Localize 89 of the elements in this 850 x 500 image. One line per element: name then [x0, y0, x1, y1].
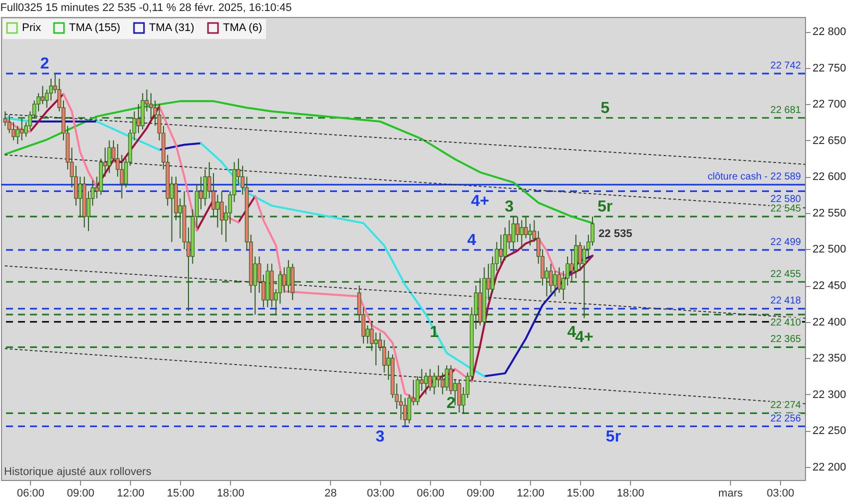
ref-line-label: 22 274: [770, 400, 802, 412]
y-tick-label: 22 500: [812, 244, 846, 256]
candlestick: [548, 263, 553, 294]
candlestick: [136, 104, 140, 134]
legend-label: TMA (155): [69, 22, 120, 34]
legend-label: TMA (6): [223, 22, 262, 34]
ref-line-label: 22 418: [770, 296, 802, 307]
y-tick-label: 22 550: [812, 207, 846, 220]
annotation: 2: [446, 395, 456, 412]
y-tick-label: 22 600: [812, 171, 846, 184]
annotation: 5r: [606, 428, 621, 446]
y-tick-label: 22 800: [812, 26, 846, 38]
candlestick: [444, 364, 449, 392]
annotation: 2: [40, 56, 50, 73]
candlestick: [498, 234, 503, 264]
candlestick: [528, 223, 532, 246]
y-tick-label: 22 750: [812, 62, 846, 74]
chart-title: Full0325 15 minutes 22 535 -0,11 % 28 févr. 2025, 16:10:45: [0, 2, 292, 14]
candlestick: [370, 321, 374, 352]
x-tick-label: 09:00: [466, 488, 494, 500]
candlestick: [40, 85, 45, 105]
x-tick-label: 28: [324, 488, 337, 500]
annotation: Historique ajusté aux rollovers: [4, 466, 152, 478]
ref-line-label: clôture cash - 22 589: [708, 172, 802, 183]
candlestick: [20, 118, 24, 141]
ref-line-label: 22 365: [770, 334, 802, 346]
annotation: 4: [567, 324, 576, 341]
candlestick: [44, 89, 49, 108]
x-tick-label: 12:00: [516, 488, 544, 500]
candlestick: [374, 332, 378, 366]
candlestick: [520, 220, 524, 250]
annotation: 5r: [597, 198, 613, 216]
candlestick: [570, 248, 574, 282]
candlestick: [457, 379, 462, 414]
candlestick: [582, 245, 586, 319]
candlestick: [3, 110, 8, 126]
x-tick-label: 15:00: [566, 488, 594, 500]
candlestick: [282, 266, 286, 294]
annotation: 4+: [470, 193, 490, 210]
ref-line-label: 22 545: [770, 204, 802, 215]
candlestick: [203, 168, 208, 206]
x-tick-label: 09:00: [66, 488, 94, 500]
annotation: 3: [504, 198, 514, 216]
candlestick: [382, 339, 386, 374]
y-tick-label: 22 350: [812, 352, 846, 365]
y-tick-label: 22 250: [812, 425, 846, 438]
x-tick-label: 03:00: [366, 488, 394, 500]
x-tick-label: mars: [718, 488, 744, 500]
candlestick: [78, 176, 82, 218]
annotation: 4: [467, 232, 476, 249]
candlestick: [511, 216, 516, 254]
candlestick: [286, 260, 290, 294]
y-tick-label: 22 650: [812, 134, 846, 147]
ref-line-label: 22 455: [770, 268, 802, 280]
y-tick-label: 22 200: [812, 461, 846, 474]
annotation: 22 535: [598, 228, 632, 240]
candlestick: [120, 154, 124, 199]
candlestick: [424, 372, 428, 395]
annotation: 3: [376, 428, 385, 446]
y-tick-label: 22 400: [812, 316, 846, 328]
candlestick: [428, 368, 432, 392]
ref-line-label: 22 580: [770, 194, 802, 206]
ref-line-label: 22 256: [770, 413, 802, 424]
candlestick: [216, 194, 220, 228]
candlestick: [16, 125, 20, 144]
ref-line-label: 22 681: [770, 104, 802, 116]
x-tick-label: 06:00: [416, 488, 444, 500]
ref-line-label: 22 499: [770, 236, 802, 248]
y-tick-label: 22 700: [812, 98, 846, 111]
candlestick: [403, 397, 407, 426]
x-tick-label: 03:00: [766, 488, 794, 500]
legend-label: TMA (31): [149, 22, 194, 34]
x-tick-label: 18:00: [616, 488, 644, 500]
x-tick-label: 15:00: [166, 488, 194, 500]
annotation: 4+: [575, 329, 594, 346]
candlestick: [553, 270, 557, 297]
x-tick-label: 18:00: [216, 488, 244, 500]
candlestick: [432, 372, 436, 395]
candlestick: [407, 394, 412, 424]
candlestick: [557, 266, 562, 294]
ref-line-label: 22 742: [770, 60, 802, 72]
y-tick-label: 22 300: [812, 388, 846, 401]
x-tick-label: 06:00: [16, 488, 44, 500]
legend-label: Prix: [22, 22, 42, 34]
candlestick: [220, 190, 224, 236]
annotation: 5: [600, 100, 610, 117]
y-tick-label: 22 450: [812, 280, 846, 292]
x-tick-label: 12:00: [116, 488, 144, 500]
candlestick: [107, 140, 112, 174]
